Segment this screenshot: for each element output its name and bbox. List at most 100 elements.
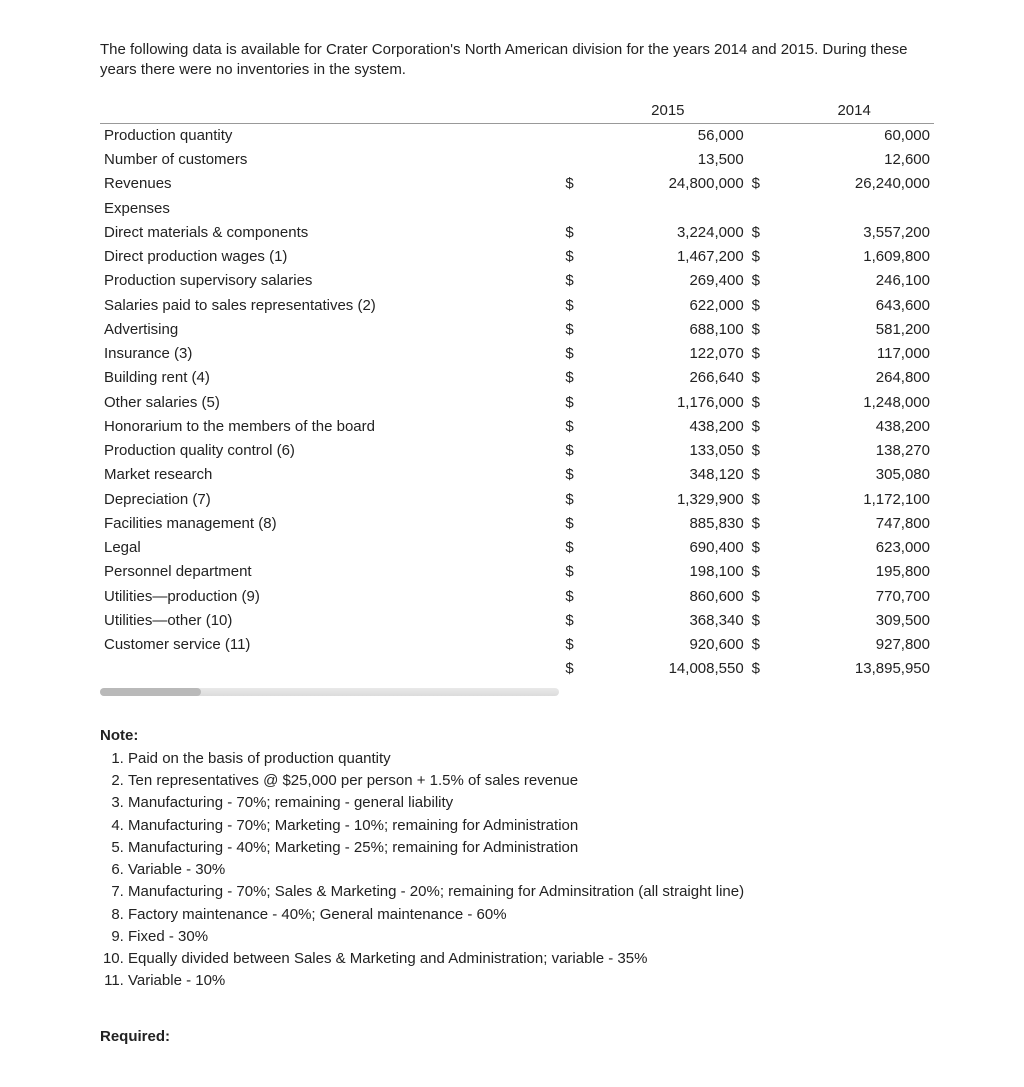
currency-symbol: $ — [748, 512, 775, 536]
year-2015: 2015 — [588, 99, 748, 124]
currency-symbol: $ — [748, 294, 775, 318]
value-2015: 368,340 — [588, 609, 748, 633]
value-2014: 60,000 — [774, 123, 934, 148]
row-label: Number of customers — [100, 148, 561, 172]
currency-symbol: $ — [561, 488, 588, 512]
currency-symbol — [748, 123, 775, 148]
expenses-label: Expenses — [100, 197, 561, 221]
note-item: Ten representatives @ $25,000 per person… — [128, 770, 934, 792]
value-2014: 117,000 — [774, 342, 934, 366]
horizontal-scrollbar[interactable] — [100, 688, 559, 696]
value-2014: 12,600 — [774, 148, 934, 172]
value-2015: 198,100 — [588, 560, 748, 584]
currency-symbol: $ — [748, 633, 775, 657]
total-2014: 13,895,950 — [774, 657, 934, 681]
currency-symbol: $ — [561, 342, 588, 366]
currency-symbol: $ — [748, 463, 775, 487]
currency-symbol: $ — [748, 245, 775, 269]
note-item: Manufacturing - 70%; remaining - general… — [128, 792, 934, 814]
table-row: Direct materials & components$3,224,000$… — [100, 221, 934, 245]
currency-symbol: $ — [748, 657, 775, 681]
value-2014: 643,600 — [774, 294, 934, 318]
currency-symbol: $ — [748, 415, 775, 439]
currency-symbol: $ — [748, 221, 775, 245]
row-label: Direct production wages (1) — [100, 245, 561, 269]
value-2015: 860,600 — [588, 585, 748, 609]
value-2015: 1,176,000 — [588, 391, 748, 415]
currency-symbol: $ — [561, 366, 588, 390]
value-2015: 122,070 — [588, 342, 748, 366]
value-2015: 438,200 — [588, 415, 748, 439]
value-2014: 1,248,000 — [774, 391, 934, 415]
row-label: Production quality control (6) — [100, 439, 561, 463]
note-item: Variable - 30% — [128, 859, 934, 881]
currency-symbol: $ — [748, 585, 775, 609]
row-label: Utilities—other (10) — [100, 609, 561, 633]
row-label: Depreciation (7) — [100, 488, 561, 512]
row-label: Building rent (4) — [100, 366, 561, 390]
value-2015: 1,329,900 — [588, 488, 748, 512]
table-row: Utilities—other (10)$368,340$309,500 — [100, 609, 934, 633]
value-2014: 26,240,000 — [774, 172, 934, 196]
table-row: Market research$348,120$305,080 — [100, 463, 934, 487]
table-header-row: 2015 2014 — [100, 99, 934, 124]
row-label: Salaries paid to sales representatives (… — [100, 294, 561, 318]
currency-symbol: $ — [561, 536, 588, 560]
value-2014: 305,080 — [774, 463, 934, 487]
value-2015: 3,224,000 — [588, 221, 748, 245]
value-2014: 1,172,100 — [774, 488, 934, 512]
table-row: Salaries paid to sales representatives (… — [100, 294, 934, 318]
value-2015: 13,500 — [588, 148, 748, 172]
value-2014: 3,557,200 — [774, 221, 934, 245]
year-2014: 2014 — [774, 99, 934, 124]
table-row: Personnel department$198,100$195,800 — [100, 560, 934, 584]
header-blank — [100, 99, 561, 124]
row-label: Facilities management (8) — [100, 512, 561, 536]
currency-symbol: $ — [561, 585, 588, 609]
table-row: Production supervisory salaries$269,400$… — [100, 269, 934, 293]
currency-symbol: $ — [748, 269, 775, 293]
table-row: Facilities management (8)$885,830$747,80… — [100, 512, 934, 536]
value-2014: 623,000 — [774, 536, 934, 560]
currency-symbol: $ — [561, 391, 588, 415]
value-2014: 438,200 — [774, 415, 934, 439]
value-2015: 24,800,000 — [588, 172, 748, 196]
currency-symbol: $ — [748, 318, 775, 342]
currency-symbol: $ — [561, 172, 588, 196]
currency-symbol: $ — [561, 609, 588, 633]
currency-symbol — [561, 123, 588, 148]
row-label: Market research — [100, 463, 561, 487]
currency-symbol: $ — [748, 488, 775, 512]
value-2014: 581,200 — [774, 318, 934, 342]
currency-symbol: $ — [748, 366, 775, 390]
table-row: Legal$690,400$623,000 — [100, 536, 934, 560]
row-label: Advertising — [100, 318, 561, 342]
row-label: Revenues — [100, 172, 561, 196]
currency-symbol: $ — [561, 657, 588, 681]
table-row: Honorarium to the members of the board $4… — [100, 415, 934, 439]
note-item: Paid on the basis of production quantity — [128, 748, 934, 770]
row-label: Customer service (11) — [100, 633, 561, 657]
value-2015: 688,100 — [588, 318, 748, 342]
value-2015: 920,600 — [588, 633, 748, 657]
row-label: Production quantity — [100, 123, 561, 148]
required-heading: Required: — [100, 1027, 934, 1047]
row-label: Other salaries (5) — [100, 391, 561, 415]
table-row: Other salaries (5)$1,176,000$1,248,000 — [100, 391, 934, 415]
table-row: Customer service (11)$920,600$927,800 — [100, 633, 934, 657]
row-label: Honorarium to the members of the board — [100, 415, 561, 439]
currency-symbol — [748, 148, 775, 172]
row-label: Production supervisory salaries — [100, 269, 561, 293]
table-row: Building rent (4)$266,640$264,800 — [100, 366, 934, 390]
value-2014: 264,800 — [774, 366, 934, 390]
currency-symbol: $ — [748, 439, 775, 463]
currency-symbol: $ — [561, 463, 588, 487]
value-2014: 770,700 — [774, 585, 934, 609]
value-2014: 246,100 — [774, 269, 934, 293]
table-row: Production quality control (6)$133,050$1… — [100, 439, 934, 463]
value-2015: 266,640 — [588, 366, 748, 390]
row-label: Personnel department — [100, 560, 561, 584]
currency-symbol: $ — [561, 294, 588, 318]
currency-symbol: $ — [748, 609, 775, 633]
currency-symbol: $ — [561, 269, 588, 293]
